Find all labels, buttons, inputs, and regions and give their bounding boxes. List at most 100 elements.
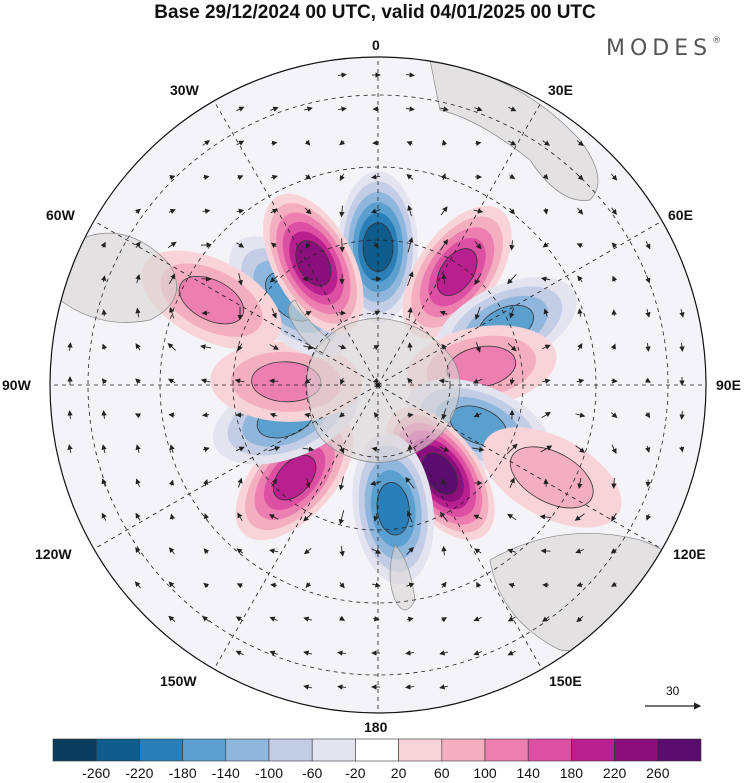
wind-arrow — [610, 412, 618, 419]
wind-arrow — [304, 412, 312, 418]
wind-arrow — [235, 650, 244, 656]
meridian-line — [93, 220, 379, 386]
wind-arrow — [507, 548, 516, 554]
africa — [429, 59, 599, 201]
meridian-line — [213, 100, 379, 386]
wind-arrow — [611, 378, 618, 384]
wind-arrow — [134, 413, 141, 419]
wind-arrow — [476, 581, 482, 588]
wind-arrow — [473, 616, 482, 622]
wind-arrow — [441, 617, 448, 623]
wind-arrow — [371, 548, 382, 554]
colorbar-swatch — [95, 738, 140, 762]
wind-arrow — [339, 139, 346, 146]
meridian-line — [93, 384, 379, 550]
wind-arrow — [407, 342, 413, 351]
wind-arrow — [101, 378, 108, 385]
meridian-line — [377, 384, 543, 670]
wind-arrow — [168, 412, 175, 418]
anomaly-contour — [376, 482, 410, 536]
wind-arrow — [269, 616, 278, 622]
wind-arrow — [576, 378, 585, 384]
wind-arrow — [101, 444, 107, 453]
wind-arrow — [339, 238, 345, 253]
wind-arrow — [101, 478, 107, 487]
lon-label-90w: 90W — [2, 377, 31, 393]
wind-arrow — [440, 106, 449, 112]
wind-arrow — [407, 236, 414, 253]
colorbar-swatch — [52, 738, 97, 762]
wind-arrow — [303, 616, 312, 622]
wind-arrow — [405, 72, 415, 78]
wind-arrow — [269, 378, 279, 384]
wind-arrow — [203, 174, 210, 181]
wind-arrow — [339, 615, 346, 621]
wind-arrow — [439, 650, 448, 656]
wind-arrow — [338, 344, 347, 350]
wind-arrow — [203, 446, 210, 453]
wind-arrow — [101, 275, 107, 282]
wind-arrow — [169, 175, 176, 181]
wind-arrow — [269, 650, 278, 656]
wind-arrow — [644, 377, 651, 383]
wind-arrow — [506, 443, 518, 455]
colorbar-label: 180 — [559, 765, 584, 781]
anomaly-contour — [509, 446, 594, 509]
wind-arrow — [407, 204, 413, 217]
wind-arrow — [168, 581, 176, 589]
wind-arrow — [539, 514, 552, 520]
wind-arrow — [508, 582, 515, 589]
wind-arrow — [169, 306, 175, 319]
wind-arrow — [541, 411, 551, 419]
wind-arrow — [370, 208, 381, 214]
south-america — [59, 232, 178, 323]
wind-arrow — [472, 378, 483, 384]
wind-arrow — [202, 140, 210, 146]
wind-arrow — [234, 378, 245, 384]
wind-arrow — [203, 513, 209, 521]
wind-arrow — [135, 307, 141, 318]
wind-arrow — [200, 378, 211, 384]
wind-arrow — [475, 140, 482, 146]
wind-arrow — [135, 274, 141, 284]
wind-arrow — [303, 512, 313, 522]
new-zealand — [389, 544, 416, 611]
wind-vectors — [67, 72, 685, 690]
wind-arrow — [236, 548, 244, 554]
wind-arrow — [540, 276, 551, 282]
wind-arrow — [200, 344, 212, 350]
wind-arrow — [540, 445, 553, 453]
wind-arrow — [168, 209, 176, 214]
wind-arrow — [269, 548, 279, 554]
wind-arrow — [169, 444, 175, 453]
wind-arrow — [135, 478, 141, 487]
wind-arrow — [441, 545, 447, 556]
wind-arrow — [306, 241, 311, 249]
wind-arrow — [645, 445, 651, 453]
wind-arrow — [339, 444, 345, 454]
wind-arrow — [508, 106, 517, 112]
wind-arrow — [339, 205, 345, 218]
wind-arrow — [610, 548, 617, 554]
colorbar-swatch — [614, 738, 659, 762]
lon-label-90e: 90E — [716, 377, 741, 393]
wind-arrow — [135, 343, 141, 351]
wind-arrow — [407, 307, 413, 319]
wind-arrow — [438, 378, 449, 384]
wind-arrow — [508, 140, 517, 146]
wind-arrow — [473, 650, 482, 656]
wind-arrow — [611, 477, 617, 489]
colorbar-swatch — [225, 738, 270, 762]
wind-arrow — [203, 582, 210, 589]
wind-arrow — [474, 548, 482, 554]
wind-arrow — [268, 514, 279, 520]
wind-arrow — [101, 309, 107, 317]
wind-arrow — [575, 412, 586, 418]
wind-arrow — [236, 140, 245, 146]
wind-arrow — [269, 275, 278, 283]
colorbar-swatch — [268, 738, 313, 762]
wind-arrow — [339, 377, 345, 385]
wind-arrow — [373, 344, 380, 351]
wind-arrow — [168, 479, 175, 486]
wind-arrow — [338, 510, 345, 525]
